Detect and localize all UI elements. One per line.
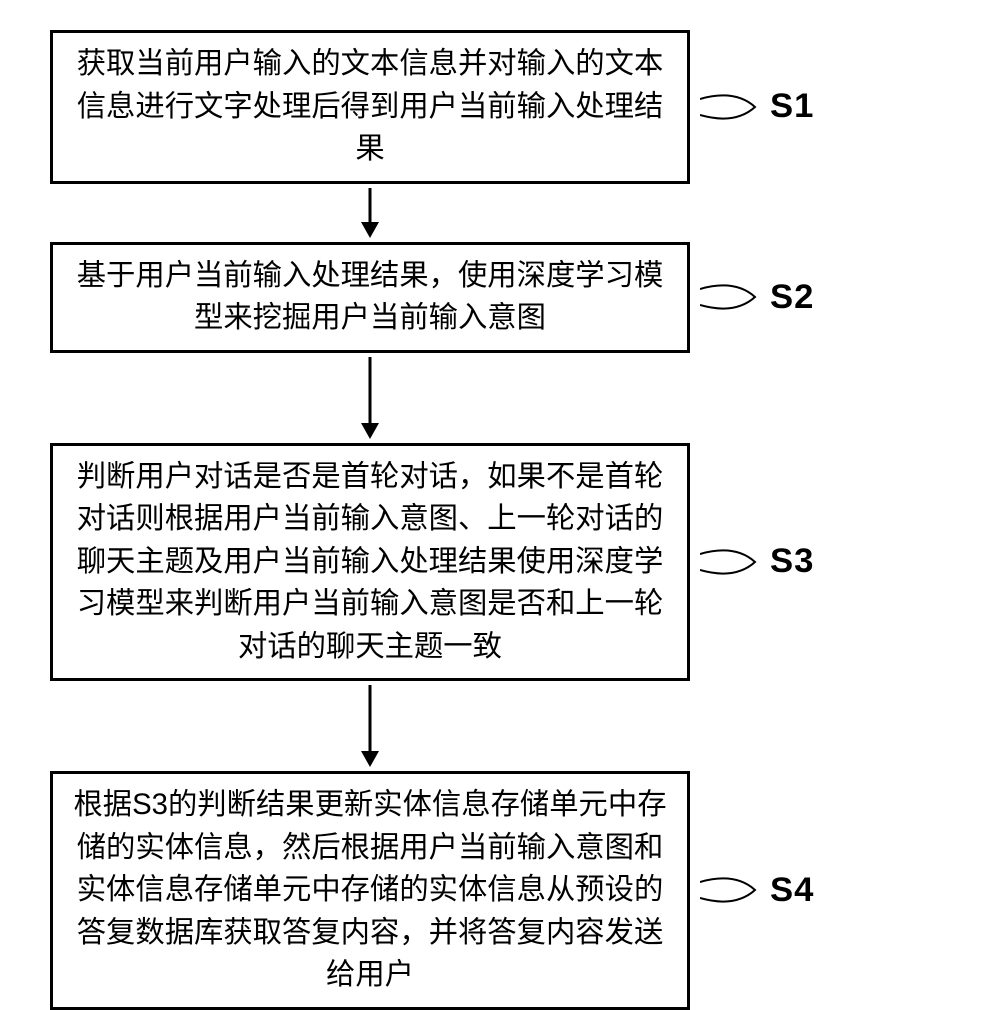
connector-curve-icon: [700, 870, 770, 910]
step-label-s3: S3: [770, 542, 814, 581]
step-label-s1: S1: [770, 87, 814, 126]
step-box-s4: 根据S3的判断结果更新实体信息存储单元中存储的实体信息，然后根据用户当前输入意图…: [50, 771, 690, 1010]
connector-curve-icon: [700, 87, 770, 127]
step-row-s1: 获取当前用户输入的文本信息并对输入的文本信息进行文字处理后得到用户当前输入处理结…: [50, 30, 950, 184]
step-label-wrap-s1: S1: [700, 87, 814, 127]
connector-curve-icon: [700, 542, 770, 582]
step-label-wrap-s4: S4: [700, 870, 814, 910]
step-box-s1: 获取当前用户输入的文本信息并对输入的文本信息进行文字处理后得到用户当前输入处理结…: [50, 30, 690, 184]
arrow-s3-s4: [50, 681, 690, 771]
step-label-s2: S2: [770, 278, 814, 317]
arrow-down-icon: [355, 188, 385, 238]
step-text-s1: 获取当前用户输入的文本信息并对输入的文本信息进行文字处理后得到用户当前输入处理结…: [67, 43, 673, 171]
arrow-s1-s2: [50, 184, 690, 242]
step-text-s4: 根据S3的判断结果更新实体信息存储单元中存储的实体信息，然后根据用户当前输入意图…: [67, 784, 673, 997]
step-row-s4: 根据S3的判断结果更新实体信息存储单元中存储的实体信息，然后根据用户当前输入意图…: [50, 771, 950, 1010]
arrow-s2-s3: [50, 353, 690, 443]
step-row-s3: 判断用户对话是否是首轮对话，如果不是首轮对话则根据用户当前输入意图、上一轮对话的…: [50, 443, 950, 682]
step-text-s2: 基于用户当前输入处理结果，使用深度学习模型来挖掘用户当前输入意图: [67, 255, 673, 340]
arrow-down-icon: [355, 357, 385, 439]
connector-curve-icon: [700, 277, 770, 317]
step-label-wrap-s3: S3: [700, 542, 814, 582]
step-label-wrap-s2: S2: [700, 277, 814, 317]
step-row-s2: 基于用户当前输入处理结果，使用深度学习模型来挖掘用户当前输入意图 S2: [50, 242, 950, 353]
step-box-s3: 判断用户对话是否是首轮对话，如果不是首轮对话则根据用户当前输入意图、上一轮对话的…: [50, 443, 690, 682]
flowchart-container: 获取当前用户输入的文本信息并对输入的文本信息进行文字处理后得到用户当前输入处理结…: [50, 30, 950, 1010]
step-text-s3: 判断用户对话是否是首轮对话，如果不是首轮对话则根据用户当前输入意图、上一轮对话的…: [67, 456, 673, 669]
arrow-down-icon: [355, 685, 385, 767]
step-box-s2: 基于用户当前输入处理结果，使用深度学习模型来挖掘用户当前输入意图: [50, 242, 690, 353]
step-label-s4: S4: [770, 871, 814, 910]
